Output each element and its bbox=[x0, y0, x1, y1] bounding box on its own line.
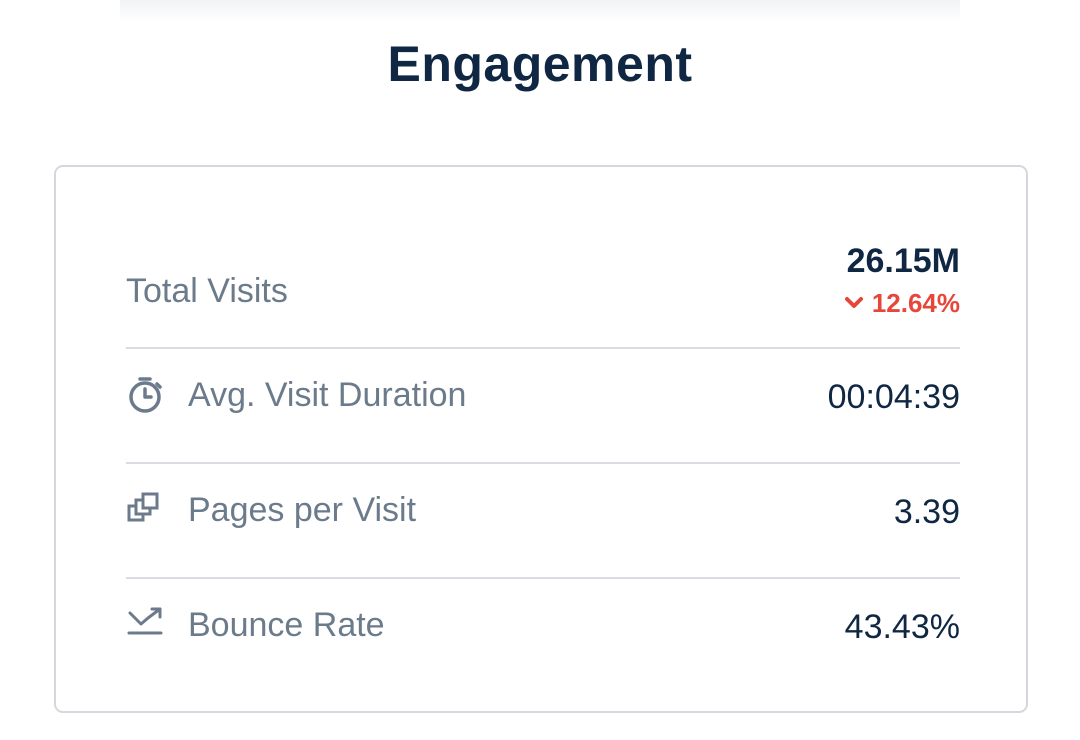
pages-per-visit-row: Pages per Visit 3.39 bbox=[126, 472, 960, 572]
bounce-rate-value: 43.43% bbox=[844, 608, 960, 646]
divider bbox=[126, 577, 960, 579]
bounce-arrow-icon bbox=[127, 607, 163, 635]
stacked-pages-icon bbox=[127, 492, 159, 522]
total-visits-change: 12.64% bbox=[844, 287, 960, 319]
pages-per-visit-value: 3.39 bbox=[893, 493, 960, 531]
total-visits-row: Total Visits 26.15M 12.64% bbox=[126, 237, 960, 347]
bounce-rate-label: Bounce Rate bbox=[188, 606, 385, 644]
bounce-rate-row: Bounce Rate 43.43% bbox=[126, 587, 960, 687]
pages-per-visit-label: Pages per Visit bbox=[188, 491, 417, 529]
divider bbox=[126, 462, 960, 464]
total-visits-value: 26.15M bbox=[846, 242, 960, 280]
avg-visit-duration-label: Avg. Visit Duration bbox=[188, 376, 467, 414]
avg-visit-duration-value: 00:04:39 bbox=[827, 378, 960, 416]
total-visits-change-value: 12.64% bbox=[871, 288, 960, 318]
engagement-card: Total Visits 26.15M 12.64% Avg. Visit Du… bbox=[54, 165, 1028, 713]
divider bbox=[126, 347, 960, 349]
top-shadow bbox=[120, 0, 960, 22]
avg-visit-duration-row: Avg. Visit Duration 00:04:39 bbox=[126, 357, 960, 457]
page-title: Engagement bbox=[387, 36, 693, 92]
chevron-down-icon bbox=[844, 297, 863, 308]
stopwatch-icon bbox=[129, 377, 162, 413]
total-visits-label: Total Visits bbox=[126, 272, 288, 310]
